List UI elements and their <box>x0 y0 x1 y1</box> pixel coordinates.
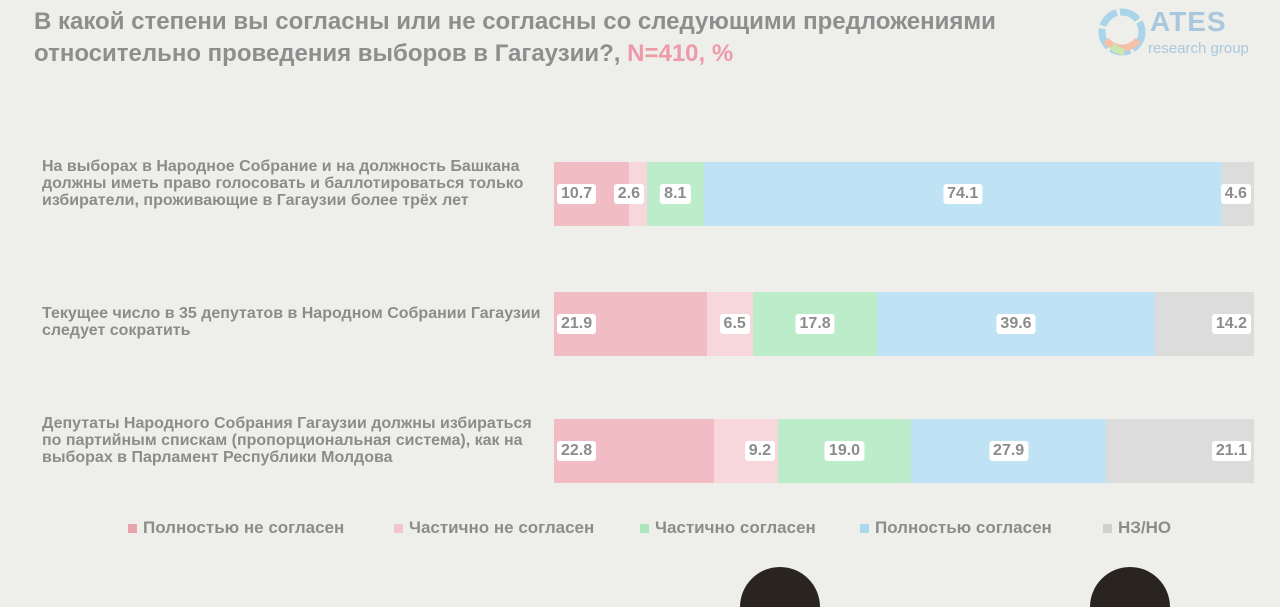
bar-segment-fully-agree: 39.6 <box>877 292 1155 356</box>
data-label: 27.9 <box>989 441 1029 461</box>
legend-swatch <box>128 523 137 533</box>
legend-item-fully-disagree: Полностью не согласен <box>128 518 344 538</box>
bar-segment-partly-agree: 19.0 <box>777 419 911 483</box>
stacked-bar-2: 21.9 6.5 17.8 39.6 14.2 <box>554 292 1254 356</box>
data-label: 14.2 <box>1211 314 1251 334</box>
data-label: 4.6 <box>1220 184 1251 204</box>
stacked-bar-1: 10.7 2.6 8.1 74.1 4.6 <box>554 162 1254 226</box>
logo-subtitle: research group <box>1148 40 1249 57</box>
sample-size-label: N=410, % <box>627 40 734 67</box>
data-label: 6.5 <box>719 314 750 334</box>
legend-swatch <box>640 523 649 533</box>
legend-label: Частично не согласен <box>409 518 595 537</box>
data-label: 22.8 <box>557 441 597 461</box>
bar-segment-dk-na: 14.2 <box>1154 292 1254 356</box>
bar-segment-fully-disagree: 22.8 <box>554 419 714 483</box>
title-text: В какой степени вы согласны или не согла… <box>34 8 996 67</box>
data-label: 17.8 <box>795 314 835 334</box>
data-label: 8.1 <box>660 184 691 204</box>
legend-item-dk-na: НЗ/НО <box>1103 518 1171 538</box>
legend-item-partly-agree: Частично согласен <box>640 518 816 538</box>
legend-label: НЗ/НО <box>1118 518 1172 537</box>
legend-swatch <box>1103 523 1112 533</box>
audience-head <box>740 567 820 607</box>
data-label: 74.1 <box>943 184 983 204</box>
data-label: 9.2 <box>744 441 775 461</box>
legend-label: Полностью согласен <box>875 518 1052 537</box>
legend-label: Частично согласен <box>655 518 816 537</box>
legend-label: Полностью не согласен <box>143 518 345 537</box>
bar-segment-fully-disagree: 21.9 <box>554 292 708 356</box>
question-label-2: Текущее число в 35 депутатов в Народном … <box>42 305 541 339</box>
stacked-bar-3: 22.8 9.2 19.0 27.9 21.1 <box>554 419 1254 483</box>
bar-segment-dk-na: 21.1 <box>1106 419 1254 483</box>
bar-segment-partly-agree: 17.8 <box>752 292 878 356</box>
audience-head <box>1090 567 1170 607</box>
bar-segment-partly-disagree: 2.6 <box>613 162 647 226</box>
data-label: 10.7 <box>557 184 597 204</box>
chart-title: В какой степени вы согласны или не согла… <box>34 6 1074 70</box>
legend-item-partly-disagree: Частично не согласен <box>394 518 594 538</box>
bar-segment-partly-disagree: 6.5 <box>707 292 753 356</box>
data-label: 21.9 <box>557 314 597 334</box>
logo-name: ATES <box>1150 6 1227 37</box>
bar-segment-fully-agree: 27.9 <box>910 419 1107 483</box>
legend-swatch <box>394 523 403 533</box>
data-label: 21.1 <box>1211 441 1251 461</box>
ates-logo-icon <box>1098 8 1146 56</box>
bar-segment-fully-agree: 74.1 <box>703 162 1222 226</box>
legend-swatch <box>860 523 869 533</box>
question-label-3: Депутаты Народного Собрания Гагаузии дол… <box>42 415 532 466</box>
bar-segment-partly-agree: 8.1 <box>646 162 704 226</box>
bar-segment-partly-disagree: 9.2 <box>713 419 778 483</box>
data-label: 19.0 <box>824 441 865 461</box>
data-label: 2.6 <box>613 184 644 204</box>
bar-segment-dk-na: 4.6 <box>1220 162 1254 226</box>
legend-item-fully-agree: Полностью согласен <box>860 518 1052 538</box>
data-label: 39.6 <box>996 314 1036 334</box>
question-label-1: На выборах в Народное Собрание и на долж… <box>42 158 524 209</box>
